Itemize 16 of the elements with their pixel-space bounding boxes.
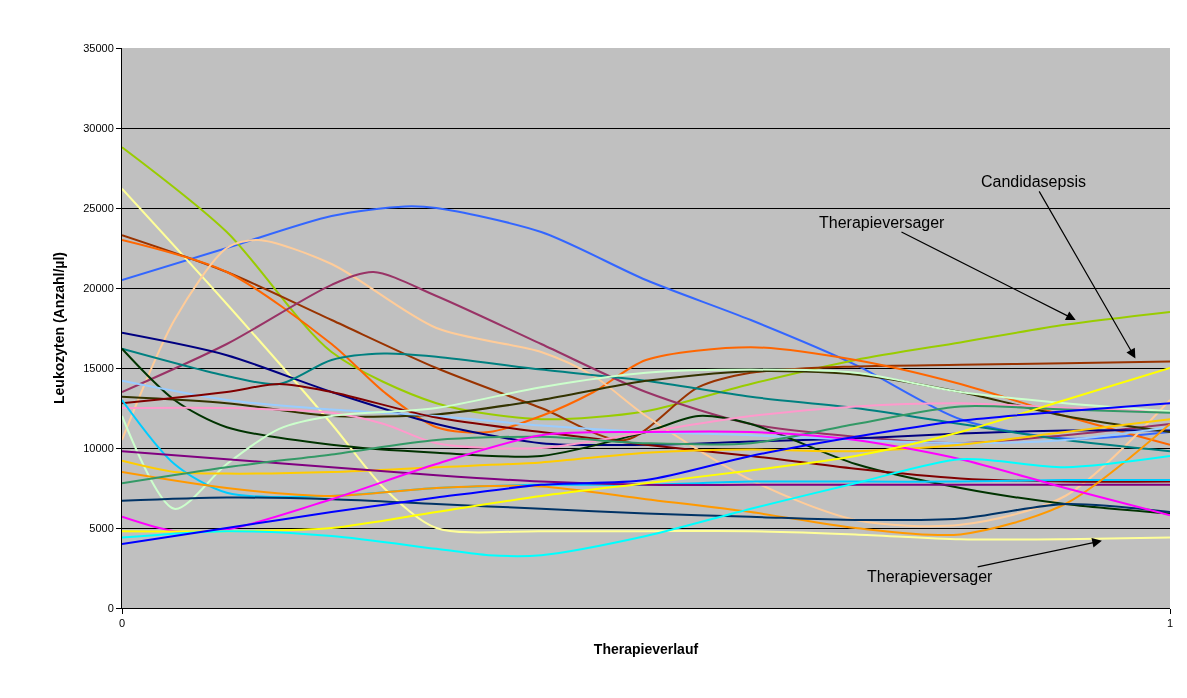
y-tick-label: 0 [107,601,114,614]
y-axis-title: Leukozyten (Anzahl/µl) [50,252,67,404]
x-axis-title: Therapieverlauf [593,640,699,657]
x-tick-label: 1 [1166,617,1174,630]
annotation: Therapieversager [819,214,946,231]
y-tick-label: 25000 [83,201,114,214]
annotation: Candidasepsis [981,173,1086,190]
line-series [122,496,1170,522]
y-tick-label: 5000 [89,521,114,534]
y-tick-label: 10000 [83,441,114,454]
y-tick-label: 15000 [83,361,114,374]
line-series [122,379,1170,445]
y-tick-label: 35000 [83,41,114,54]
annotation: Therapieversager [867,568,994,585]
y-tick-label: 20000 [83,281,114,294]
y-tick-label: 30000 [83,121,114,134]
